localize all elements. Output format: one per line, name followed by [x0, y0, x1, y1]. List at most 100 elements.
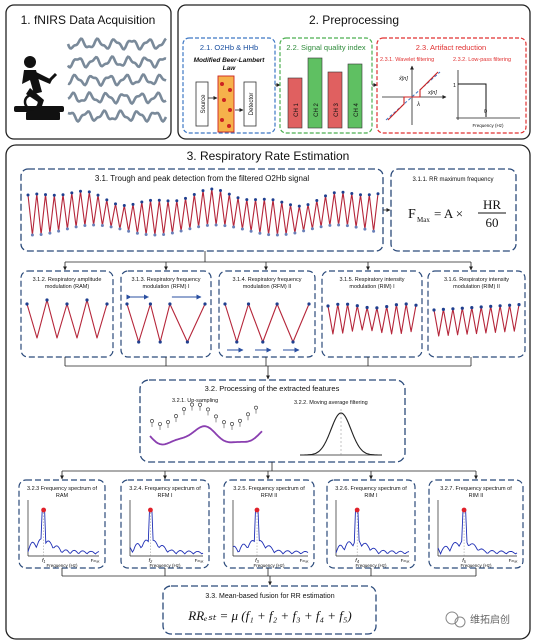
peak-marker — [140, 200, 144, 204]
modulation-subtitle: modulation (RFM) I — [142, 284, 190, 290]
sample-point — [230, 422, 234, 426]
peak-marker — [394, 303, 398, 307]
peak-marker — [223, 302, 227, 306]
modulation-title: 3.1.2. Respiratory amplitude — [33, 277, 102, 283]
detector-label: Detector — [249, 93, 255, 116]
trough-marker — [232, 225, 236, 229]
cyclist-icon — [14, 56, 64, 120]
lowpass-plot: 1 0 Frequency (Hz) — [453, 70, 520, 128]
trough-marker — [328, 223, 332, 227]
peak-marker — [297, 204, 301, 208]
peak-marker — [219, 189, 222, 192]
lowpass-one: 1 — [453, 83, 456, 89]
trough-marker — [345, 224, 349, 228]
o2hb-subpanel: 2.1. O2Hb & HHb Modified Beer-Lambert La… — [182, 37, 276, 134]
peak-marker — [70, 191, 74, 195]
trough-marker — [144, 233, 148, 236]
trough-marker — [372, 229, 376, 233]
spectrum-fmax-label: Fₘₐₓ — [509, 558, 518, 563]
spectrum-peak-marker — [254, 507, 260, 513]
watermark-text: 维拓启创 — [470, 613, 510, 626]
peak-marker — [375, 306, 379, 310]
sqi-bar — [327, 71, 343, 129]
spectrum-peak-label: f₃ — [255, 558, 260, 564]
sqi-channel-label: CH 2 — [314, 103, 320, 117]
peak-marker — [359, 193, 362, 197]
spectrum-subtitle: RFM I — [158, 493, 173, 499]
trough-marker — [185, 340, 189, 344]
peak-marker — [210, 187, 214, 191]
acquisition-waveforms — [66, 37, 168, 124]
trough-marker — [291, 340, 295, 344]
peak-marker — [148, 302, 152, 306]
peak-marker — [385, 305, 389, 309]
filtered-o2hb-signal — [26, 187, 380, 237]
trough-marker — [267, 233, 271, 237]
trough-marker — [118, 227, 122, 231]
peak-marker — [52, 193, 56, 197]
peak-marker — [114, 202, 117, 206]
sample-point — [238, 418, 242, 423]
sqi-bars: CH 1 CH 2 CH 3 CH 4 — [287, 57, 363, 129]
peak-marker — [498, 304, 502, 308]
peak-marker — [489, 304, 493, 308]
modulation-title: 3.1.3. Respiratory frequency — [131, 277, 200, 283]
spectrum-line — [232, 509, 309, 555]
trough-marker — [223, 224, 227, 228]
acquisition-title: 1. fNIRS Data Acquisition — [21, 13, 156, 27]
beer-lambert-label-2: Law — [223, 65, 237, 72]
spectrum-peak-label: f₁ — [42, 558, 46, 564]
spectrum-line — [129, 509, 204, 555]
lowpass-zero: 0 — [484, 109, 487, 115]
sample-point — [214, 414, 218, 419]
spectrum-line — [437, 509, 518, 555]
peak-marker — [275, 302, 279, 306]
peak-marker — [157, 198, 161, 202]
trough-marker — [137, 340, 141, 344]
acquisition-wave — [67, 73, 167, 88]
peak-marker — [324, 194, 327, 198]
o2hb-title: 2.1. O2Hb & HHb — [200, 43, 258, 52]
processing-panel: 3.2. Processing of the extracted feature… — [139, 379, 406, 463]
wavelet-title: 2.3.1. Wavelet filtering — [380, 57, 434, 63]
sample-point — [182, 407, 186, 412]
modulation-subtitle: modulation (RIM) II — [453, 284, 500, 290]
peak-marker — [280, 200, 284, 204]
trough-marker — [74, 225, 78, 229]
peak-marker — [35, 192, 39, 196]
trough-marker — [363, 227, 367, 231]
sqi-channel-label: CH 4 — [354, 103, 360, 117]
trough-marker — [337, 223, 341, 227]
sample-point — [198, 402, 202, 407]
peak-marker — [508, 303, 512, 307]
peak-marker — [201, 189, 205, 193]
sqi-channel-label: CH 1 — [294, 103, 300, 117]
peak-marker — [168, 302, 172, 306]
spectrum-xlabel: Frequency (Hz) — [355, 563, 387, 568]
trough-marker — [275, 233, 279, 237]
peak-marker — [376, 192, 380, 196]
lowpass-xlabel: Frequency (Hz) — [472, 123, 504, 128]
peak-marker — [192, 193, 196, 196]
preprocessing-panel: 2. Preprocessing 2.1. O2Hb & HHb Modifie… — [177, 4, 531, 140]
upsampled-curve — [149, 425, 263, 446]
sqi-bar — [347, 63, 363, 129]
fmax-lhs: F — [408, 207, 416, 222]
trough-marker — [302, 229, 306, 233]
peak-marker — [105, 198, 109, 202]
spectrum-fmax-label: Fₘₐₓ — [300, 558, 309, 563]
peak-marker — [367, 193, 371, 197]
sample-point — [166, 420, 170, 424]
spectrum-peak-marker — [148, 507, 153, 513]
sqi-channel-label: CH 3 — [334, 103, 340, 117]
peak-marker — [236, 196, 240, 200]
spectrum-subtitle: RFM II — [261, 493, 278, 499]
upsampling-title: 3.2.1. Up-sampling — [172, 398, 218, 404]
trough-marker — [153, 233, 157, 237]
peak-marker — [79, 189, 82, 193]
peak-marker — [414, 303, 418, 307]
